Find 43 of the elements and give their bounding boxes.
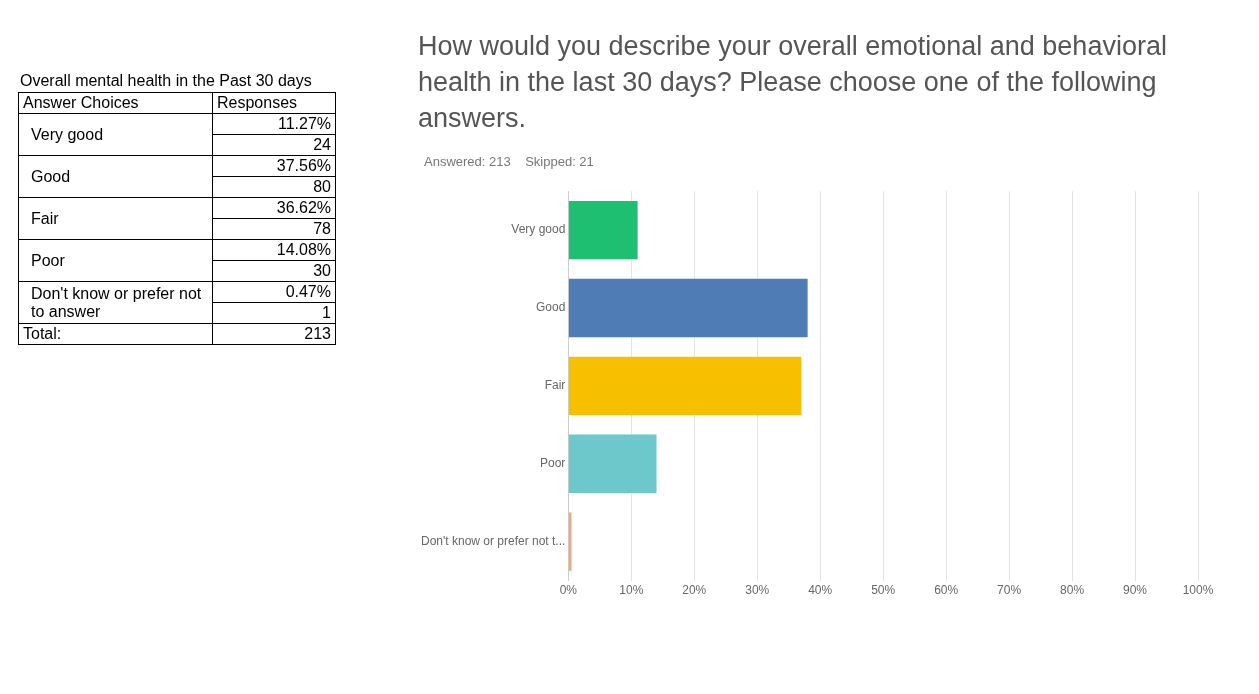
- text: 30: [212, 260, 336, 282]
- x-tick-label: 10%: [619, 583, 644, 598]
- bar: [568, 512, 572, 571]
- text: 37.56%: [212, 155, 336, 177]
- text: Very good: [18, 113, 213, 156]
- bar: [568, 278, 808, 338]
- text: Total:: [18, 323, 213, 345]
- x-tick-label: 50%: [871, 583, 896, 598]
- text: Good: [18, 155, 213, 198]
- text: Overall mental health in the Past 30 days: [19, 71, 313, 91]
- x-tick-label: 100%: [1182, 583, 1214, 598]
- text: 0.47%: [212, 281, 336, 303]
- text: Responses: [212, 92, 336, 114]
- text: 14.08%: [212, 239, 336, 261]
- y-tick-label: Good: [536, 300, 566, 315]
- text: 213: [212, 323, 336, 345]
- y-tick-label: Poor: [540, 456, 566, 471]
- text: 78: [212, 218, 336, 240]
- bar: [568, 434, 657, 493]
- text: Answer Choices: [18, 92, 213, 114]
- text: 1: [212, 302, 336, 324]
- text: Fair: [18, 197, 213, 240]
- chart-subtitle: Answered: 213 Skipped: 21: [424, 154, 595, 169]
- text: 24: [212, 134, 336, 156]
- text: 80: [212, 176, 336, 198]
- x-tick-label: 80%: [1060, 583, 1085, 598]
- chart-title: How would you describe your overall emotional and behavioral health in the last 30 days? Please choose one of the following answers.: [418, 30, 1168, 135]
- x-tick-label: 0%: [559, 583, 578, 598]
- bar: [568, 356, 802, 416]
- text: 36.62%: [212, 197, 336, 219]
- x-tick-label: 90%: [1123, 583, 1148, 598]
- text: Don't know or prefer not to answer: [18, 281, 213, 324]
- x-tick-label: 70%: [997, 583, 1022, 598]
- y-tick-label: Very good: [511, 222, 566, 237]
- y-tick-label: Fair: [544, 378, 566, 393]
- x-tick-label: 60%: [934, 583, 959, 598]
- y-tick-label: Don't know or prefer not t...: [421, 533, 566, 548]
- x-tick-label: 40%: [808, 583, 833, 598]
- text: Poor: [18, 239, 213, 282]
- x-tick-label: 30%: [745, 583, 770, 598]
- text: 11.27%: [212, 113, 336, 135]
- x-tick-label: 20%: [682, 583, 707, 598]
- bar: [568, 200, 638, 260]
